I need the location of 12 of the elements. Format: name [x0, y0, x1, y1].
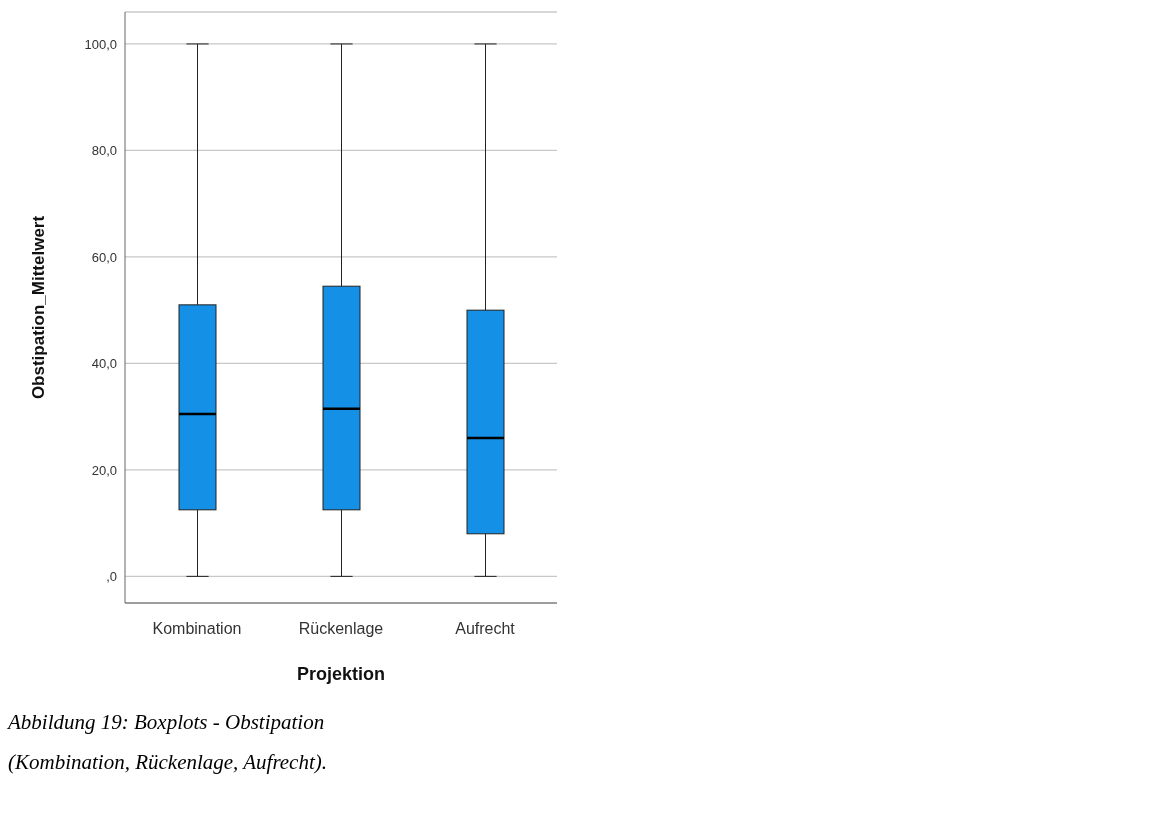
y-tick-label: 100,0	[84, 36, 117, 52]
x-axis-title: Projektion	[296, 664, 386, 684]
x-tick-label: Rückenlage	[298, 620, 384, 638]
y-tick-label: ,0	[106, 568, 117, 584]
y-tick-label: 20,0	[91, 462, 117, 478]
x-tick-label: Aufrecht	[455, 620, 516, 638]
y-axis-title: Obstipation_Mittelwert	[29, 215, 49, 400]
y-tick-label: 40,0	[91, 356, 117, 372]
x-tick-label: Kombination	[152, 620, 242, 638]
y-tick-label: 80,0	[91, 143, 117, 159]
text: Abbildung 19: Boxplots - Obstipation (Kombination, Rückenlage, Aufrecht).	[8, 709, 328, 776]
y-tick-label: 60,0	[91, 249, 117, 265]
